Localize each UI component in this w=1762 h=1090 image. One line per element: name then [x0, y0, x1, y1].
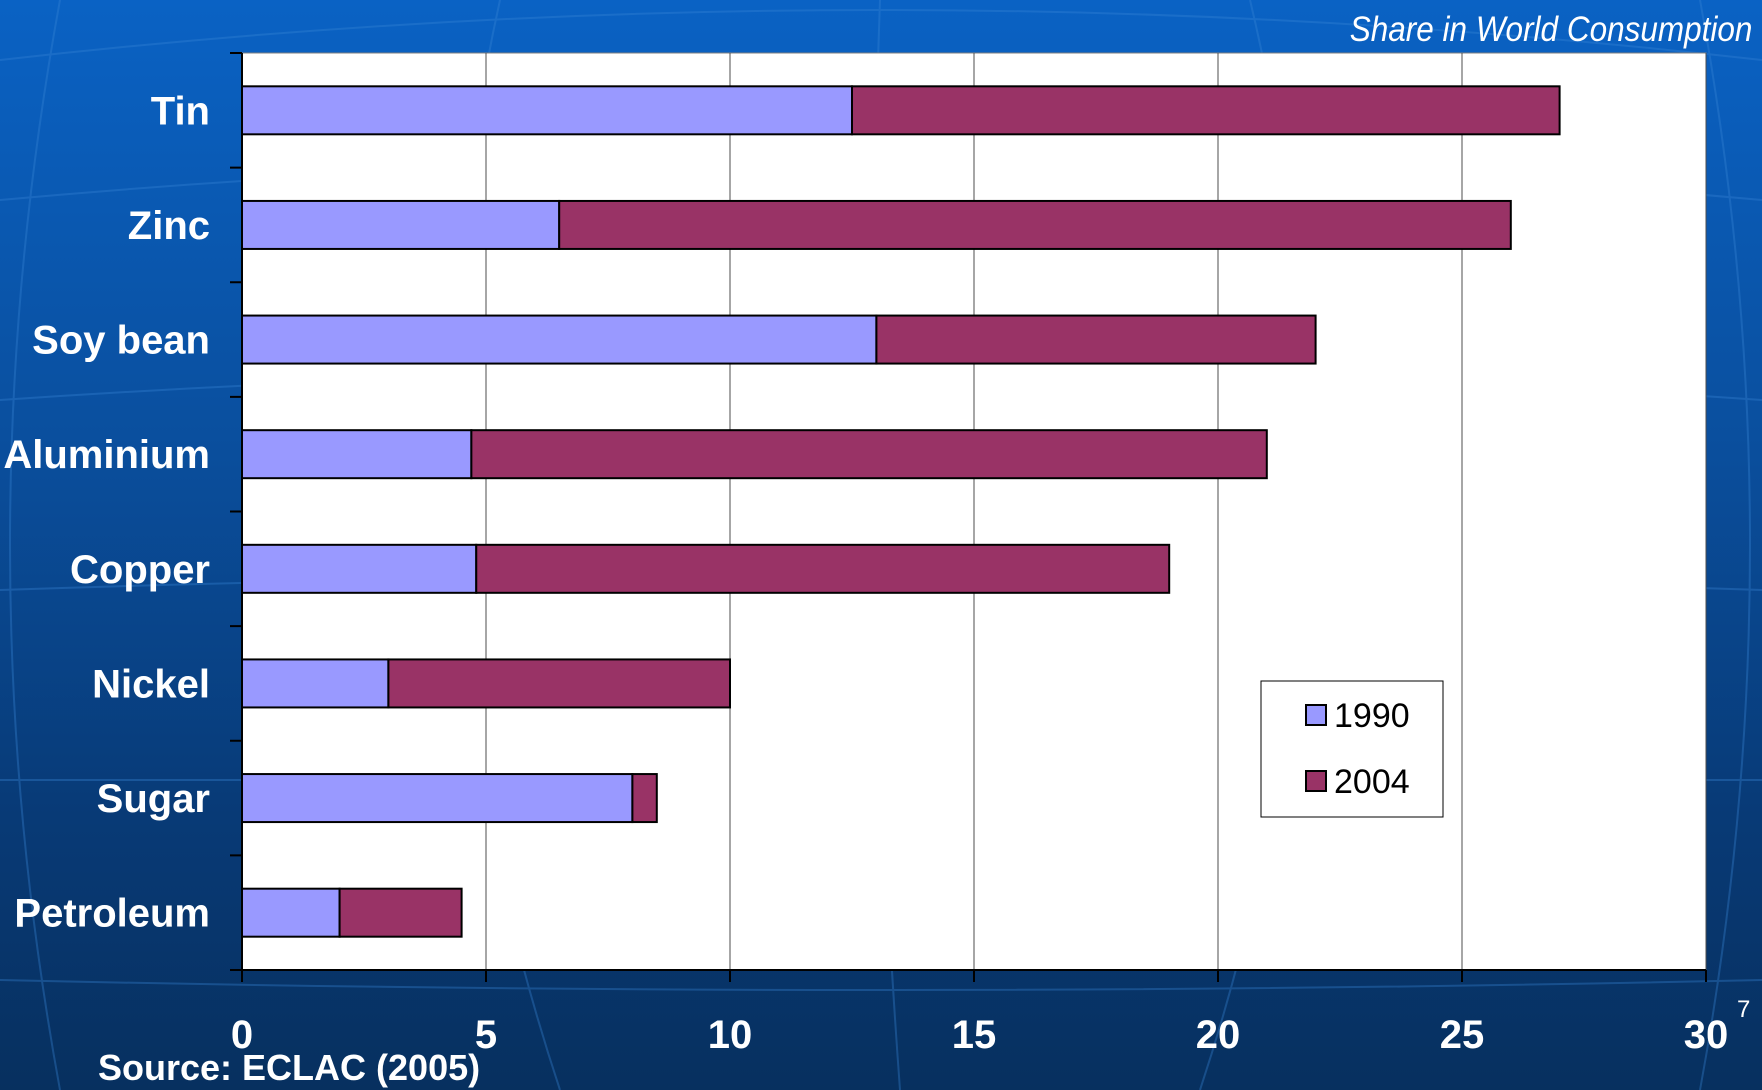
category-label: Zinc	[128, 204, 210, 248]
bar-copper-2004	[475, 543, 1171, 594]
bar-petroleum-2004	[338, 887, 463, 938]
category-label: Tin	[151, 89, 210, 133]
legend-label-2004: 2004	[1334, 763, 1410, 801]
x-tick-label: 30	[1684, 1013, 1729, 1057]
legend-box	[1260, 680, 1444, 818]
bar-zinc-2004	[558, 199, 1512, 250]
bar-soy-bean-2004	[875, 314, 1317, 365]
bar-nickel-1990	[241, 658, 390, 709]
bar-tin-1990	[241, 85, 853, 136]
bar-sugar-2004	[631, 773, 658, 824]
bar-aluminium-2004	[470, 429, 1268, 480]
slide-number: 7	[1737, 996, 1751, 1023]
legend-swatch-1990	[1305, 704, 1327, 726]
x-tick-labels: 0 5 10 15 20 25 30	[231, 1013, 1728, 1057]
bar-nickel-2004	[387, 658, 731, 709]
axes	[230, 52, 1707, 982]
legend: 1990 2004	[1260, 680, 1444, 818]
category-label: Petroleum	[14, 892, 210, 936]
chart-subtitle: Share in World Consumption	[1349, 10, 1752, 49]
x-tick-label: 10	[708, 1013, 753, 1057]
category-label: Nickel	[92, 662, 210, 706]
bar-zinc-1990	[241, 199, 561, 250]
bar-sugar-1990	[241, 773, 634, 824]
bar-aluminium-1990	[241, 429, 473, 480]
x-tick-label: 0	[231, 1013, 253, 1057]
bar-copper-1990	[241, 543, 478, 594]
legend-label-1990: 1990	[1334, 697, 1410, 735]
bar-tin-2004	[851, 85, 1561, 136]
legend-swatch-2004	[1305, 770, 1327, 792]
bar-petroleum-1990	[241, 887, 341, 938]
category-label: Sugar	[97, 777, 210, 821]
bar-soy-bean-1990	[241, 314, 878, 365]
category-labels: Tin Zinc Soy bean Aluminium Copper Nickel Suga…	[3, 89, 210, 935]
x-tick-label: 5	[475, 1013, 497, 1057]
x-tick-label: 20	[1196, 1013, 1241, 1057]
x-tick-label: 25	[1440, 1013, 1485, 1057]
category-label: Copper	[70, 548, 210, 592]
source-note: Source: ECLAC (2005)	[98, 1047, 481, 1088]
category-label: Soy bean	[32, 319, 210, 363]
category-label: Aluminium	[3, 433, 210, 477]
x-tick-label: 15	[952, 1013, 997, 1057]
bars	[241, 85, 1561, 938]
